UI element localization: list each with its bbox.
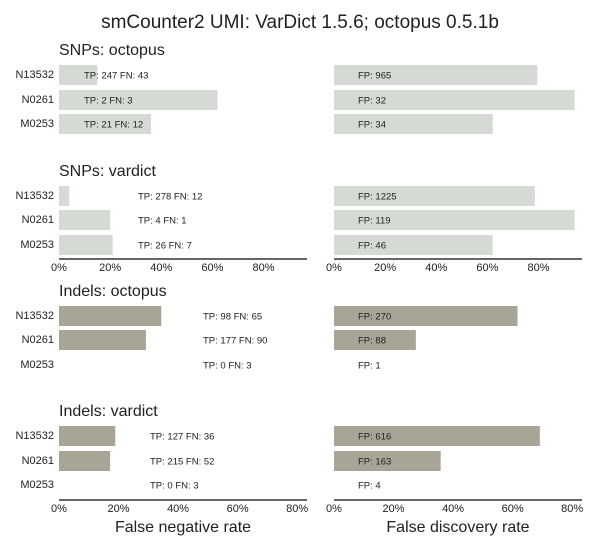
bar-indels-vardict-fnr	[59, 451, 111, 471]
category-label: N13532	[15, 310, 54, 322]
bar-snps-vardict-fdr	[334, 210, 575, 230]
bar-label: TP: 4 FN: 1	[138, 216, 187, 227]
bar-label: FP: 4	[358, 481, 381, 492]
bar-snps-octopus-fdr	[334, 65, 538, 85]
bar-label: TP: 98 FN: 65	[203, 312, 262, 323]
panel-title: Indels: octopus	[59, 283, 167, 300]
bar-snps-octopus-fnr	[59, 65, 98, 85]
category-label: M0253	[20, 118, 54, 130]
bar-label: FP: 965	[358, 71, 391, 82]
bar-label: TP: 247 FN: 43	[84, 71, 148, 82]
bar-label: TP: 0 FN: 3	[150, 481, 199, 492]
x-tick-label: 40%	[442, 503, 464, 515]
bar-label: TP: 0 FN: 3	[203, 361, 252, 372]
bar-label: FP: 32	[358, 96, 386, 107]
bar-label: TP: 21 FN: 12	[84, 120, 143, 131]
bar-indels-vardict-fdr	[334, 451, 441, 471]
x-tick-label: 0%	[51, 262, 67, 274]
category-label: M0253	[20, 479, 54, 491]
x-tick-label: 0%	[51, 503, 67, 515]
bar-label: FP: 88	[358, 336, 386, 347]
bar-indels-octopus-fnr	[59, 306, 162, 326]
bar-label: TP: 177 FN: 90	[203, 336, 267, 347]
x-tick-label: 40%	[167, 503, 189, 515]
category-label: N0261	[22, 214, 54, 226]
panel-title: SNPs: octopus	[59, 42, 165, 59]
bar-indels-octopus-fnr	[59, 330, 146, 350]
bar-indels-octopus-fdr	[334, 330, 416, 350]
bar-snps-vardict-fdr	[334, 235, 493, 255]
bar-label: FP: 1	[358, 361, 381, 372]
category-label: N0261	[22, 94, 54, 106]
x-tick-label: 20%	[383, 503, 405, 515]
x-tick-label: 80%	[561, 503, 583, 515]
bar-snps-vardict-fnr	[59, 186, 70, 206]
category-label: N13532	[15, 190, 54, 202]
x-tick-label: 20%	[99, 262, 121, 274]
x-axis-label: False discovery rate	[386, 519, 529, 536]
bar-label: TP: 215 FN: 52	[150, 457, 214, 468]
bar-snps-octopus-fnr	[59, 90, 218, 110]
x-axis-label: False negative rate	[115, 519, 251, 536]
bar-snps-vardict-fnr	[59, 210, 111, 230]
bar-snps-octopus-fdr	[334, 114, 493, 134]
bar-label: TP: 26 FN: 7	[138, 241, 192, 252]
bar-label: TP: 2 FN: 3	[84, 96, 133, 107]
x-tick-label: 80%	[286, 503, 308, 515]
bar-label: FP: 34	[358, 120, 386, 131]
bar-label: FP: 1225	[358, 192, 397, 203]
category-label: N13532	[15, 69, 54, 81]
panel-title: Indels: vardict	[59, 403, 158, 420]
category-label: M0253	[20, 239, 54, 251]
bar-snps-octopus-fnr	[59, 114, 152, 134]
x-tick-label: 60%	[476, 262, 498, 274]
x-tick-label: 20%	[374, 262, 396, 274]
bar-label: TP: 278 FN: 12	[138, 192, 202, 203]
x-tick-label: 60%	[227, 503, 249, 515]
bar-indels-vardict-fdr	[334, 426, 540, 446]
bar-indels-vardict-fnr	[59, 426, 116, 446]
bar-label: TP: 127 FN: 36	[150, 432, 214, 443]
x-tick-label: 0%	[326, 262, 342, 274]
bar-snps-vardict-fdr	[334, 186, 535, 206]
bar-indels-octopus-fdr	[334, 306, 518, 326]
x-tick-label: 0%	[326, 503, 342, 515]
x-tick-label: 40%	[425, 262, 447, 274]
category-label: N13532	[15, 430, 54, 442]
bar-label: FP: 46	[358, 241, 386, 252]
bar-label: FP: 119	[358, 216, 391, 227]
category-label: N0261	[22, 334, 54, 346]
bar-snps-vardict-fnr	[59, 235, 113, 255]
x-tick-label: 80%	[253, 262, 275, 274]
chart-title: smCounter2 UMI: VarDict 1.5.6; octopus 0…	[101, 12, 499, 33]
bar-label: FP: 616	[358, 432, 391, 443]
x-tick-label: 60%	[201, 262, 223, 274]
x-tick-label: 40%	[150, 262, 172, 274]
bar-label: FP: 163	[358, 457, 391, 468]
category-label: N0261	[22, 455, 54, 467]
bar-snps-octopus-fdr	[334, 90, 575, 110]
panel-title: SNPs: vardict	[59, 163, 156, 180]
x-tick-label: 60%	[502, 503, 524, 515]
category-label: M0253	[20, 359, 54, 371]
x-tick-label: 20%	[108, 503, 130, 515]
x-tick-label: 80%	[528, 262, 550, 274]
bar-label: FP: 270	[358, 312, 391, 323]
